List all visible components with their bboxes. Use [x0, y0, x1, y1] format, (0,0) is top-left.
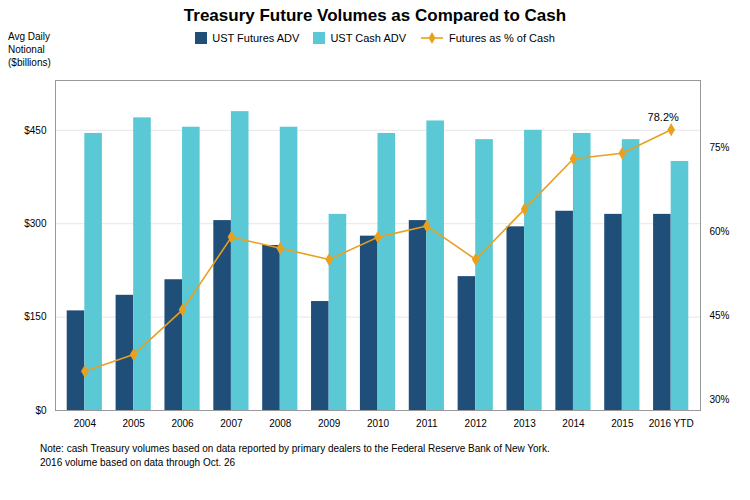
svg-text:78.2%: 78.2% [648, 111, 679, 123]
svg-text:2009: 2009 [318, 418, 341, 429]
svg-text:2004: 2004 [74, 418, 97, 429]
svg-text:60%: 60% [710, 226, 730, 237]
html-text:Note: cash Treasury volumes ba: Note: cash Treasury volumes based on dat… [40, 443, 550, 468]
svg-text:2016 YTD: 2016 YTD [649, 418, 694, 429]
svg-text:$0: $0 [35, 405, 47, 416]
html-text:UST Cash ADV: UST Cash ADV [330, 32, 406, 44]
html-text:UST Futures ADV: UST Futures ADV [212, 32, 300, 44]
svg-text:2005: 2005 [123, 418, 146, 429]
svg-text:2006: 2006 [171, 418, 194, 429]
svg-text:2010: 2010 [367, 418, 390, 429]
svg-text:$150: $150 [24, 311, 47, 322]
svg-text:2011: 2011 [416, 418, 438, 429]
svg-text:2014: 2014 [562, 418, 585, 429]
html-text:Treasury Future Volumes as Com: Treasury Future Volumes as Compared to C… [183, 6, 567, 25]
svg-text:2012: 2012 [465, 418, 488, 429]
svg-text:$300: $300 [24, 218, 47, 229]
svg-text:75%: 75% [710, 142, 730, 153]
svg-text:2013: 2013 [513, 418, 536, 429]
svg-text:30%: 30% [710, 394, 730, 405]
svg-text:2015: 2015 [611, 418, 634, 429]
html-text:Avg Daily Notional ($billions): Avg Daily Notional ($billions) [8, 31, 51, 68]
html-text:Futures as % of Cash: Futures as % of Cash [449, 32, 555, 44]
svg-text:$450: $450 [24, 125, 47, 136]
svg-text:45%: 45% [710, 310, 730, 321]
svg-text:2008: 2008 [269, 418, 292, 429]
svg-text:2007: 2007 [220, 418, 243, 429]
